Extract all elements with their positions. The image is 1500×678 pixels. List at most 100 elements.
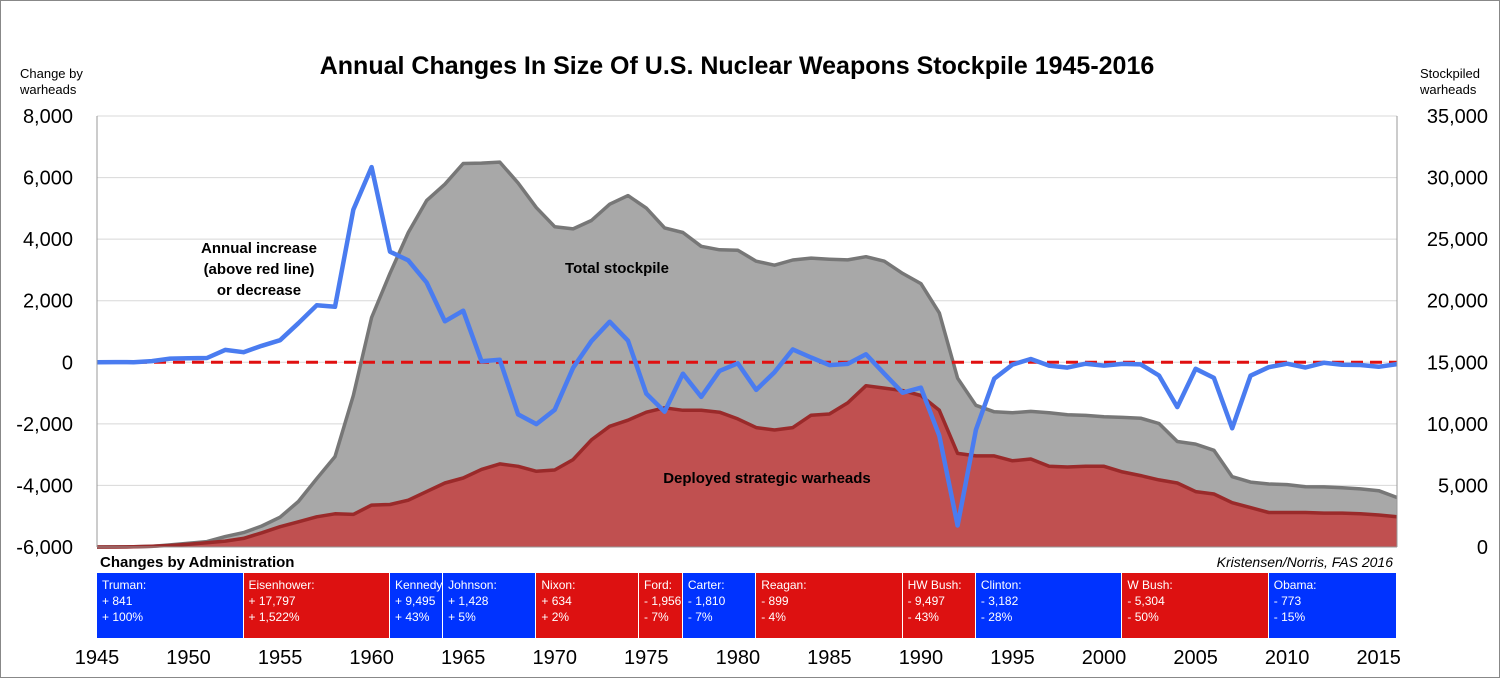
deployed-warheads-outline — [97, 383, 1398, 549]
left-tick-label: 6,000 — [23, 168, 73, 190]
chart-title: Annual Changes In Size Of U.S. Nuclear W… — [320, 52, 1155, 80]
x-tick-label: 2005 — [1173, 647, 1218, 669]
administration-header: Changes by Administration — [100, 554, 294, 571]
x-tick-label: 1975 — [624, 647, 669, 669]
deployed-warheads-area — [97, 385, 1397, 547]
administration-percent: + 100% — [102, 610, 144, 624]
administration-name: Truman: — [102, 578, 147, 592]
x-tick-label: 1970 — [532, 647, 577, 669]
administration-6: Ford: - 1,956 - 7% — [639, 573, 683, 638]
x-tick-labels: 1945 1950 1955 1960 1965 1970 1975 1980 1985 1990… — [75, 647, 1401, 669]
x-tick-label: 1955 — [258, 647, 303, 669]
left-tick-label: 0 — [62, 352, 73, 374]
administration-name: Ford: — [644, 578, 673, 592]
administration-change: - 1,810 — [687, 594, 726, 608]
x-tick-label: 1995 — [990, 647, 1035, 669]
total-stockpile-area — [97, 162, 1397, 547]
x-tick-label: 1980 — [716, 647, 761, 669]
administration-percent: - 7% — [687, 610, 713, 624]
administration-change: + 634 — [541, 594, 572, 608]
left-tick-label: -2,000 — [16, 414, 73, 436]
deployed-warheads-annotation: Deployed strategic warheads — [663, 470, 871, 487]
x-tick-label: 2000 — [1082, 647, 1127, 669]
x-tick-label: 1985 — [807, 647, 852, 669]
administration-name: Kennedy: — [395, 578, 444, 592]
right-axis-label: Stockpiled warheads — [1419, 66, 1480, 97]
administration-name: Nixon: — [541, 578, 576, 592]
annual-change-line — [96, 164, 1398, 528]
right-tick-label: 5,000 — [1438, 475, 1488, 497]
administration-percent: - 15% — [1273, 610, 1306, 624]
x-tick-label: 1965 — [441, 647, 486, 669]
right-tick-label: 10,000 — [1427, 414, 1488, 436]
administration-5: Nixon: + 634 + 2% — [536, 573, 639, 638]
annual-change-annotation-line-3: or decrease — [217, 282, 301, 299]
administration-name: HW Bush: — [907, 578, 962, 592]
administration-change: + 1,428 — [448, 594, 489, 608]
administration-percent: - 43% — [907, 610, 939, 624]
right-tick-label: 25,000 — [1427, 229, 1488, 251]
annual-change-annotation-line-2: (above red line) — [204, 261, 315, 278]
x-tick-label: 2010 — [1265, 647, 1310, 669]
administration-12: Obama: - 773 - 15% — [1268, 573, 1397, 638]
x-tick-label: 1990 — [899, 647, 944, 669]
credit-text: Kristensen/Norris, FAS 2016 — [1217, 554, 1394, 570]
annual-change-annotation-line-1: Annual increase — [201, 240, 317, 257]
right-tick-label: 15,000 — [1427, 352, 1488, 374]
right-tick-label: 20,000 — [1427, 291, 1488, 313]
administration-9: HW Bush: - 9,497 - 43% — [902, 573, 976, 638]
x-tick-label: 1950 — [166, 647, 211, 669]
administration-name: Obama: — [1273, 578, 1317, 592]
administration-1: Truman: + 841 + 100% — [97, 573, 244, 638]
right-tick-label: 35,000 — [1427, 106, 1488, 128]
total-stockpile-outline — [96, 160, 1398, 549]
administration-change: - 5,304 — [1127, 594, 1165, 608]
left-tick-label: 2,000 — [23, 291, 73, 313]
right-tick-labels: 35,000 30,000 25,000 20,000 15,000 10,000 5,00… — [1427, 106, 1488, 559]
left-tick-labels: 8,000 6,000 4,000 2,000 0 -2,000 -4,000 -6,000 — [16, 106, 73, 559]
administration-name: Johnson: — [448, 578, 497, 592]
x-tick-label: 1960 — [349, 647, 394, 669]
annotations: Annual increase (above red line) or decr… — [100, 240, 1393, 571]
administration-change: + 9,495 — [395, 594, 436, 608]
administration-10: Clinton: - 3,182 - 28% — [975, 573, 1123, 638]
left-tick-label: -4,000 — [16, 475, 73, 497]
axes — [96, 116, 1398, 548]
administration-percent: - 4% — [761, 610, 786, 624]
left-tick-label: 8,000 — [23, 106, 73, 128]
administration-8: Reagan: - 899 - 4% — [756, 573, 903, 638]
administration-7: Carter: - 1,810 - 7% — [682, 573, 757, 638]
administration-change: - 773 — [1273, 594, 1302, 608]
administration-11: W Bush: - 5,304 - 50% — [1122, 573, 1269, 638]
x-tick-label: 1945 — [75, 647, 120, 669]
administration-percent: + 1,522% — [248, 610, 300, 624]
administration-change: - 899 — [761, 594, 789, 608]
administration-name: Clinton: — [980, 578, 1022, 592]
administration-name: W Bush: — [1127, 578, 1173, 592]
administration-percent: - 50% — [1127, 610, 1159, 624]
administration-name: Carter: — [687, 578, 725, 592]
administration-2: Eisenhower: + 17,797 + 1,522% — [243, 573, 390, 638]
administration-change: - 1,956 — [644, 594, 682, 608]
administration-percent: - 28% — [980, 610, 1013, 624]
administration-change: - 3,182 — [980, 594, 1019, 608]
left-tick-label: -6,000 — [16, 537, 73, 559]
administration-change: - 9,497 — [907, 594, 945, 608]
administration-percent: - 7% — [644, 610, 669, 624]
administration-percent: + 2% — [541, 610, 570, 624]
x-tick-label: 2015 — [1356, 647, 1401, 669]
total-stockpile-annotation: Total stockpile — [565, 260, 669, 277]
administration-4: Johnson: + 1,428 + 5% — [443, 573, 537, 638]
administration-name: Eisenhower: — [248, 578, 315, 592]
right-tick-label: 30,000 — [1427, 168, 1488, 190]
area-series — [96, 160, 1398, 549]
administration-percent: + 43% — [395, 610, 430, 624]
administration-name: Reagan: — [761, 578, 807, 592]
administration-percent: + 5% — [448, 610, 476, 624]
left-axis-label: Change by warheads — [19, 66, 83, 97]
right-tick-label: 0 — [1477, 537, 1488, 559]
administration-change: + 17,797 — [248, 594, 296, 608]
administration-3: Kennedy: + 9,495 + 43% — [390, 573, 444, 638]
administration-change: + 841 — [102, 594, 133, 608]
left-tick-label: 4,000 — [23, 229, 73, 251]
